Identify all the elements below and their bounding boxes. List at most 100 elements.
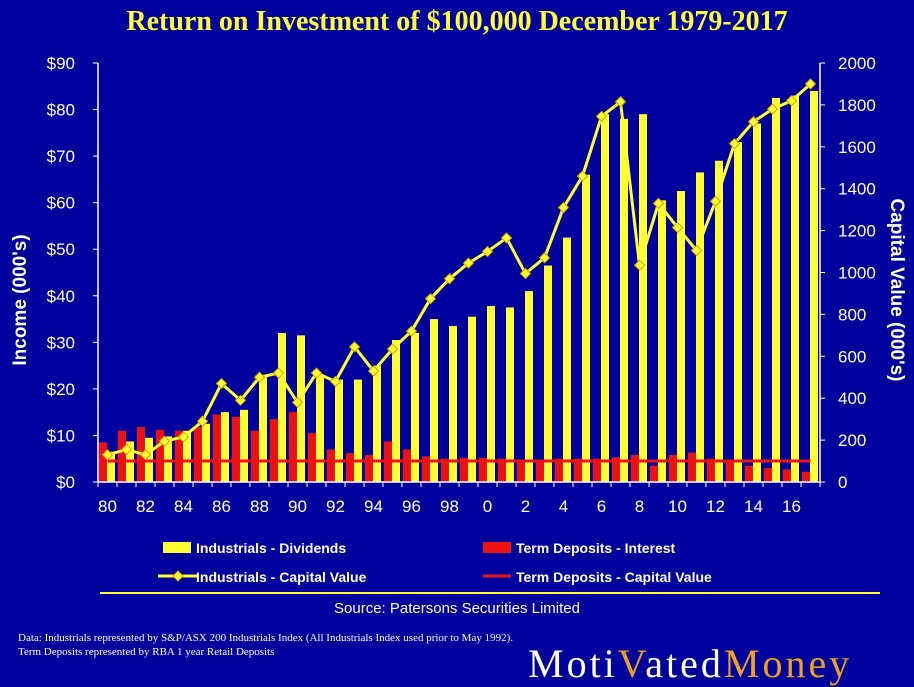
bar-interest bbox=[422, 456, 430, 482]
bar-interest bbox=[498, 458, 506, 482]
chart: $0 $10 $20 $30 $40 $50 $60 $70 $80 $90 0 200 400 600… bbox=[10, 54, 907, 594]
tick-label-x: 2 bbox=[521, 497, 530, 516]
point-industrials-capital bbox=[576, 170, 589, 182]
point-industrials-capital bbox=[386, 343, 399, 355]
tick-label-right: 0 bbox=[838, 473, 847, 492]
bar-dividends bbox=[107, 451, 115, 482]
point-industrials-capital bbox=[367, 365, 380, 377]
point-industrials-capital bbox=[614, 96, 627, 108]
bar-dividends bbox=[772, 97, 780, 483]
tick-label-left: $70 bbox=[47, 147, 75, 166]
point-industrials-capital bbox=[196, 415, 209, 427]
tick-label-left: $80 bbox=[47, 101, 75, 120]
bar-dividends bbox=[221, 412, 229, 482]
bar-interest bbox=[118, 430, 126, 482]
bar-dividends bbox=[563, 237, 571, 482]
bar-interest bbox=[327, 449, 335, 482]
tick-label-x: 80 bbox=[98, 497, 117, 516]
point-industrials-capital bbox=[101, 449, 114, 461]
bar-interest bbox=[346, 453, 354, 482]
bar-interest bbox=[536, 459, 544, 482]
bar-interest bbox=[270, 419, 278, 482]
tick-label-left: $40 bbox=[47, 287, 75, 306]
point-industrials-capital bbox=[538, 252, 551, 264]
tick-label-x: 84 bbox=[174, 497, 193, 516]
point-industrials-capital bbox=[310, 367, 323, 379]
bar-interest bbox=[308, 433, 316, 482]
legend-swatch-interest bbox=[483, 542, 511, 553]
bar-interest bbox=[232, 416, 240, 482]
tick-label-right: 1200 bbox=[838, 222, 876, 241]
tick-label-x: 86 bbox=[212, 497, 231, 516]
point-industrials-capital bbox=[519, 267, 532, 280]
tick-label-right: 400 bbox=[838, 389, 866, 408]
tick-label-right: 800 bbox=[838, 305, 866, 324]
bar-interest bbox=[460, 457, 468, 482]
bar-interest bbox=[707, 458, 715, 482]
tick-label-left: $0 bbox=[56, 473, 75, 492]
source-note: Source: Patersons Securities Limited bbox=[334, 600, 580, 617]
bar-dividends bbox=[449, 326, 457, 482]
point-industrials-capital bbox=[766, 103, 779, 115]
bar-interest bbox=[764, 468, 772, 482]
bar-interest bbox=[669, 454, 677, 482]
tick-label-x: 12 bbox=[706, 497, 725, 516]
legend: Industrials - Dividends Term Deposits - … bbox=[158, 540, 712, 585]
tick-label-right: 200 bbox=[838, 431, 866, 450]
bar-dividends bbox=[392, 340, 400, 482]
bar-interest bbox=[593, 458, 601, 482]
bar-dividends bbox=[601, 114, 609, 482]
legend-label-dividends: Industrials - Dividends bbox=[196, 540, 346, 556]
bar-interest bbox=[289, 412, 297, 482]
tick-label-right: 600 bbox=[838, 347, 866, 366]
bar-interest bbox=[403, 449, 411, 482]
tick-label-left: $20 bbox=[47, 380, 75, 399]
bar-interest bbox=[631, 454, 639, 482]
bar-dividends bbox=[202, 423, 210, 482]
bar-interest bbox=[213, 414, 221, 482]
point-industrials-capital bbox=[329, 375, 342, 388]
bar-dividends bbox=[677, 191, 685, 482]
bar-dividends bbox=[468, 316, 476, 482]
bar-interest bbox=[365, 454, 373, 482]
logo-v-check-icon: V bbox=[617, 641, 646, 686]
point-industrials-capital bbox=[690, 244, 703, 257]
tick-label-left: $90 bbox=[47, 54, 75, 73]
bar-dividends bbox=[582, 174, 590, 482]
point-industrials-capital bbox=[595, 110, 608, 123]
tick-label-x: 94 bbox=[364, 497, 383, 516]
bar-dividends bbox=[810, 90, 818, 482]
point-industrials-capital bbox=[785, 95, 798, 107]
bar-dividends bbox=[354, 379, 362, 482]
bar-dividends bbox=[411, 333, 419, 482]
point-industrials-capital bbox=[424, 292, 437, 305]
bar-interest bbox=[555, 458, 563, 482]
bar-interest bbox=[156, 429, 164, 482]
point-industrials-capital bbox=[291, 396, 304, 409]
bar-dividends bbox=[544, 265, 552, 482]
point-industrials-capital bbox=[462, 257, 475, 269]
tick-label-right: 1400 bbox=[838, 180, 876, 199]
point-industrials-capital bbox=[348, 341, 361, 353]
legend-swatch-dividends bbox=[163, 542, 191, 553]
point-industrials-capital bbox=[652, 197, 665, 210]
point-industrials-capital bbox=[633, 259, 646, 271]
bar-dividends bbox=[316, 374, 324, 482]
point-industrials-capital bbox=[120, 443, 133, 456]
point-industrials-capital bbox=[139, 449, 152, 461]
bar-interest bbox=[175, 430, 183, 482]
legend-label-interest: Term Deposits - Interest bbox=[516, 540, 676, 556]
tick-label-x: 96 bbox=[402, 497, 421, 516]
bar-dividends bbox=[373, 365, 381, 482]
bar-dividends bbox=[164, 436, 172, 482]
bar-dividends bbox=[620, 118, 628, 482]
tick-label-x: 16 bbox=[782, 497, 801, 516]
bar-interest bbox=[99, 442, 107, 482]
bar-dividends bbox=[734, 142, 742, 482]
point-industrials-capital bbox=[481, 245, 494, 258]
point-industrials-capital bbox=[234, 394, 247, 407]
bar-interest bbox=[479, 457, 487, 482]
line-industrials-capital bbox=[107, 82, 812, 457]
tick-label-x: 10 bbox=[668, 497, 687, 516]
point-industrials-capital bbox=[557, 201, 570, 214]
